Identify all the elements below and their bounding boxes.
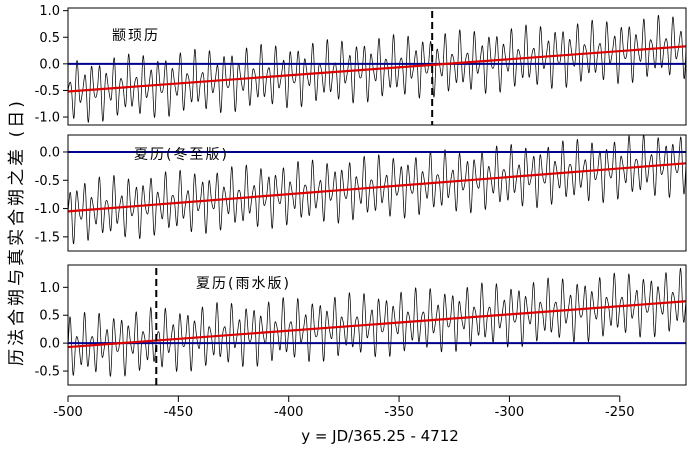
panel-1: -1.0 -0.5 0.0 0.5 1.0 颛顼历	[35, 4, 687, 126]
y-tick-label: 1.0	[39, 281, 60, 296]
y-tick-label: 0.0	[39, 57, 60, 72]
y-tick-label: 0.5	[39, 31, 60, 46]
y-tick-label: -0.5	[35, 365, 60, 380]
y-tick-label: 0.5	[39, 309, 60, 324]
x-tick-label: -400	[274, 405, 304, 420]
x-tick-label: -300	[495, 405, 525, 420]
y-tick-label: 1.0	[39, 4, 60, 19]
x-tick-label: -500	[53, 405, 83, 420]
panel-label: 夏历(冬至版)	[134, 147, 229, 163]
panel-2: -1.5 -1.0 -0.5 0.0 夏历(冬至版)	[35, 134, 687, 252]
y-tick-label: 0.0	[39, 337, 60, 352]
y-tick-label: -1.5	[35, 230, 60, 245]
y-tick-label: -1.0	[35, 111, 60, 126]
series-oscillation-line	[68, 267, 686, 377]
panels-group: -1.0 -0.5 0.0 0.5 1.0 颛顼历 -1.5 -1.0 -0.5 0.0 夏历(冬至…	[35, 4, 687, 386]
trend-line	[68, 162, 686, 213]
x-axis: -500 -450 -400 -350 -300 -250	[53, 395, 635, 420]
y-tick-label: -0.5	[35, 84, 60, 99]
panel-frame	[67, 264, 687, 386]
panel-label: 夏历(雨水版)	[196, 276, 291, 292]
x-tick-label: -450	[164, 405, 194, 420]
x-tick-label: -250	[605, 405, 635, 420]
y-axis-label: 历法合朔与真实合朔之差 (日)	[7, 98, 27, 366]
panel-3: -0.5 0.0 0.5 1.0 夏历(雨水版)	[35, 264, 687, 386]
panel-frame	[67, 7, 687, 126]
panel-frame	[67, 134, 687, 252]
y-tick-label: 0.0	[39, 145, 60, 160]
x-axis-label: y = JD/365.25 - 4712	[301, 427, 459, 445]
y-tick-label: -1.0	[35, 202, 60, 217]
x-tick-label: -350	[384, 405, 414, 420]
trend-line	[68, 45, 686, 93]
y-tick-label: -0.5	[35, 174, 60, 189]
panel-label: 颛顼历	[112, 28, 160, 44]
trend-line	[68, 300, 686, 349]
